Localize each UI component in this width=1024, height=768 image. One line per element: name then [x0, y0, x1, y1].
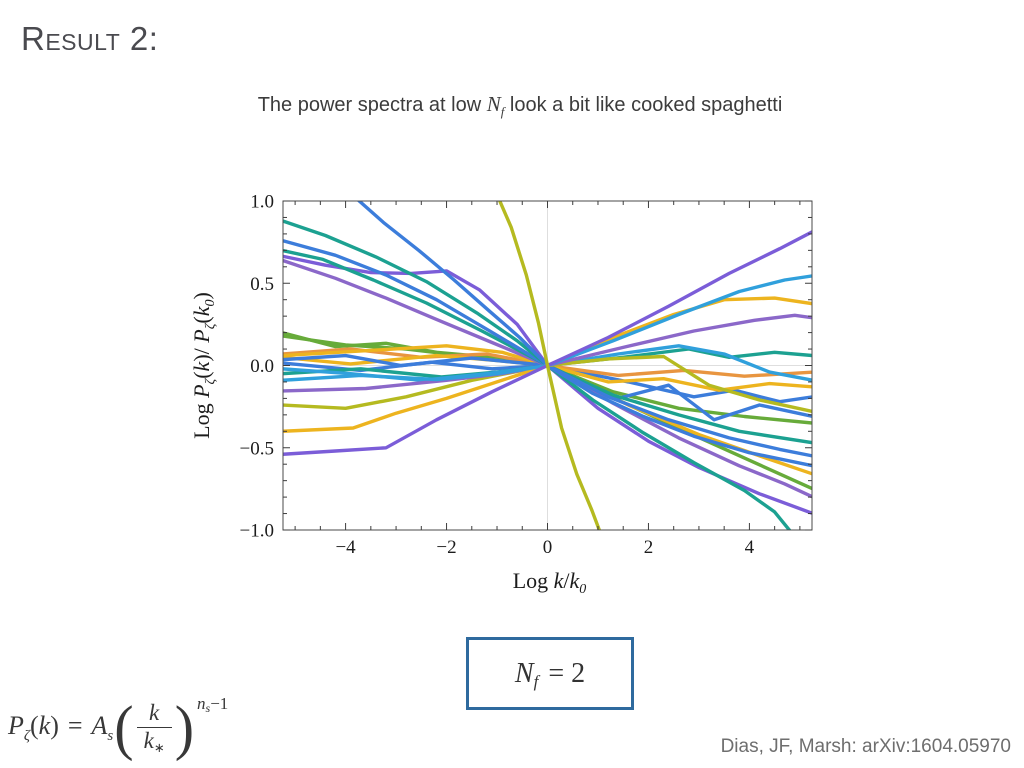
nf-subscript: f [533, 671, 539, 691]
subtitle-math-n: N [486, 92, 501, 116]
formula-lparen: ( [29, 711, 39, 740]
series-olive2 [283, 354, 812, 414]
formula-fraction: k k∗ [136, 700, 172, 756]
formula-big-lparen: ( [114, 693, 134, 762]
y-tick-label: 0.0 [250, 356, 274, 377]
y-tick-label: 1.0 [250, 192, 274, 213]
spaghetti-plot: −4 −2 0 2 4 −1.0 −0.5 0.0 0.5 1.0 Log k/k0 Log Pζ(k… [189, 192, 813, 597]
y-axis-title: Log Pζ(k)/ Pζ(k0) [189, 292, 218, 439]
formula-equals: = [67, 711, 83, 740]
formula-rparen: ) [50, 711, 59, 740]
formula-frac-den: k∗ [136, 726, 172, 756]
nf-value: = 2 [548, 657, 586, 689]
formula-P: P [8, 711, 24, 740]
formula-exp-sub: s [205, 700, 211, 715]
x-tick-label: 4 [745, 537, 755, 558]
formula-frac-den-k: k [143, 727, 154, 753]
x-tick-label: 2 [644, 537, 654, 558]
y-tick-label: 0.5 [250, 274, 274, 295]
series-gold2 [283, 344, 812, 392]
subtitle-math-n-sub: f [500, 104, 505, 119]
subtitle-text-post: look a bit like cooked spaghetti [504, 94, 783, 116]
formula-big-rparen: ) [174, 693, 195, 762]
series-blue-steep [356, 201, 812, 468]
plot-ticks [283, 200, 812, 531]
series-teal-long [283, 219, 792, 530]
y-tick-labels: −1.0 −0.5 0.0 0.5 1.0 [240, 192, 274, 542]
x-tick-label: 0 [543, 537, 553, 558]
series-violet1 [283, 254, 812, 515]
x-tick-label: −4 [335, 537, 356, 558]
formula-frac-den-sub: ∗ [153, 739, 165, 755]
formula-k-arg: k [38, 711, 51, 740]
formula-frac-num: k [149, 700, 160, 726]
formula-exponent: ns−1 [197, 695, 228, 714]
series-teal2 [283, 248, 812, 445]
series-olive-steep [497, 201, 602, 530]
y-tick-label: −1.0 [240, 521, 274, 542]
formula-A: A [91, 711, 108, 740]
slide-title: Result 2: [21, 20, 159, 57]
nf-symbol: N [514, 657, 534, 689]
formula-P-sub: ζ [23, 728, 30, 744]
y-tick-label: −0.5 [240, 438, 274, 459]
formula-A-sub: s [107, 728, 114, 744]
x-tick-label: −2 [436, 537, 456, 558]
formula-exp-rest: −1 [210, 693, 229, 713]
slide-subtitle: The power spectra at low Nf look a bit l… [16, 92, 1024, 120]
x-tick-labels: −4 −2 0 2 4 [335, 537, 754, 558]
plot-series [283, 201, 812, 530]
formula-power-spectrum: Pζ(k) = As(k k∗) ns−1 [8, 688, 228, 764]
series-azure2 [283, 274, 812, 382]
citation: Dias, JF, Marsh: arXiv:1604.05970 [720, 736, 1011, 757]
formula-exp-n: n [197, 693, 206, 713]
x-axis-title: Log k/k0 [513, 568, 587, 597]
series-purple2 [283, 313, 812, 393]
subtitle-text-pre: The power spectra at low [257, 94, 487, 116]
